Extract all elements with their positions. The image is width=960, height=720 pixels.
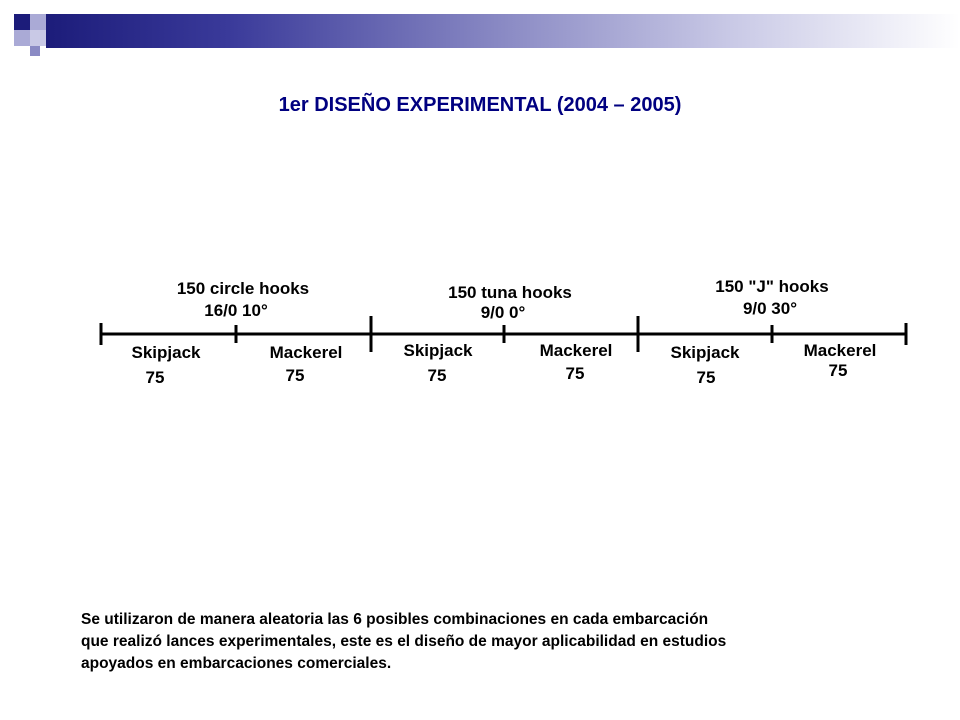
segment-3-count: 75 bbox=[428, 366, 447, 385]
segment-2-count: 75 bbox=[286, 366, 305, 385]
corner-square-light-2 bbox=[14, 30, 30, 46]
corner-square-light-3 bbox=[30, 30, 46, 46]
group-3-label-line2: 9/0 30° bbox=[743, 299, 797, 318]
segment-5-count: 75 bbox=[697, 368, 716, 387]
group-2-label-line1: 150 tuna hooks bbox=[448, 283, 572, 302]
caption-line-2: que realizó lances experimentales, este … bbox=[81, 633, 727, 650]
segment-4-species: Mackerel bbox=[540, 341, 613, 360]
segment-6-count: 75 bbox=[829, 361, 848, 380]
group-1-label-line2: 16/0 10° bbox=[204, 301, 268, 320]
segment-4-count: 75 bbox=[566, 364, 585, 383]
header-gradient-bar bbox=[46, 14, 960, 48]
group-2-label-line2: 9/0 0° bbox=[481, 303, 526, 322]
corner-square-mid bbox=[30, 46, 40, 56]
segment-2-species: Mackerel bbox=[270, 343, 343, 362]
segment-1-species: Skipjack bbox=[132, 343, 202, 362]
group-1-label-line1: 150 circle hooks bbox=[177, 279, 309, 298]
caption-line-3: apoyados en embarcaciones comerciales. bbox=[81, 655, 392, 672]
segment-5-species: Skipjack bbox=[671, 343, 741, 362]
segment-3-species: Skipjack bbox=[404, 341, 474, 360]
corner-square-light-1 bbox=[30, 14, 46, 30]
segment-1-count: 75 bbox=[146, 368, 165, 387]
corner-square-navy-1 bbox=[14, 14, 30, 30]
group-3-label-line1: 150 "J" hooks bbox=[715, 277, 828, 296]
slide-title: 1er DISEÑO EXPERIMENTAL (2004 – 2005) bbox=[278, 94, 682, 116]
slide-caption: Se utilizaron de manera aleatoria las 6 … bbox=[81, 609, 881, 675]
caption-line-1: Se utilizaron de manera aleatoria las 6 … bbox=[81, 611, 709, 628]
segment-6-species: Mackerel bbox=[804, 341, 877, 360]
